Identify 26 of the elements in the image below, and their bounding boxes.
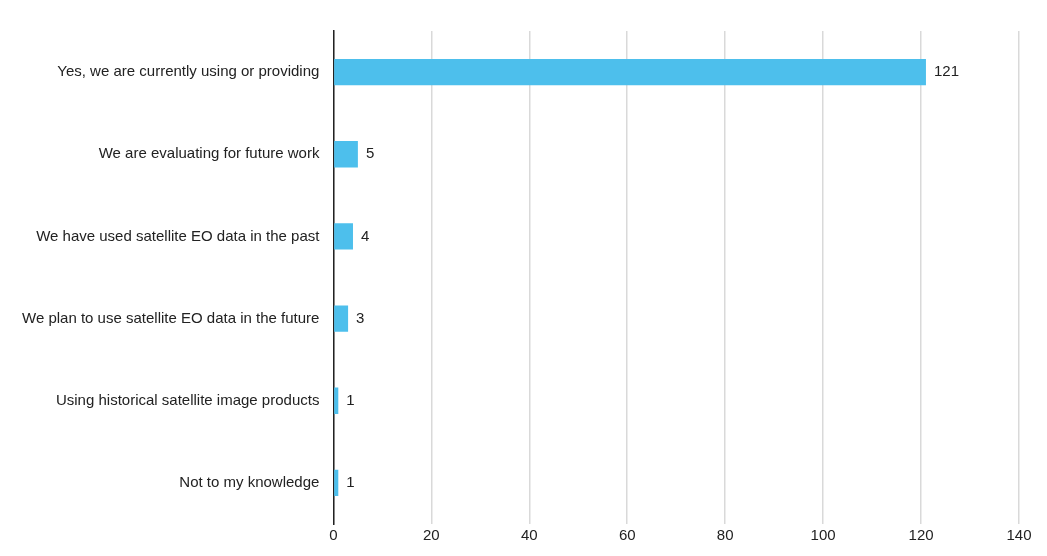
bar: [334, 305, 349, 332]
bar: [334, 58, 926, 86]
x-tick-label: 20: [423, 526, 440, 544]
y-tick-label: We plan to use satellite EO data in the future: [21, 308, 320, 326]
bar: [334, 387, 339, 414]
y-tick-label: Yes, we are currently using or providing: [57, 62, 320, 80]
data-label: 4: [360, 226, 370, 244]
x-tick-label: 100: [810, 526, 836, 544]
x-tick-label: 120: [908, 526, 934, 544]
y-tick-label: Using historical satellite image products: [55, 390, 320, 408]
bar: [334, 469, 339, 497]
x-tick-label: 80: [716, 526, 734, 544]
x-tick-label: 140: [1006, 526, 1032, 544]
x-tick-label: 0: [329, 526, 338, 544]
y-tick-label: Not to my knowledge: [179, 473, 320, 491]
data-label: 121: [933, 62, 959, 80]
y-tick-label: We are evaluating for future work: [98, 144, 320, 162]
bar: [334, 223, 353, 250]
data-label: 1: [346, 473, 355, 491]
data-label: 1: [346, 390, 355, 408]
bar: [334, 141, 358, 168]
data-label: 3: [356, 308, 365, 326]
data-label: 5: [365, 144, 375, 162]
x-tick-label: 60: [618, 526, 636, 544]
y-tick-label: We have used satellite EO data in the past: [36, 226, 321, 244]
x-tick-label: 40: [520, 526, 538, 544]
